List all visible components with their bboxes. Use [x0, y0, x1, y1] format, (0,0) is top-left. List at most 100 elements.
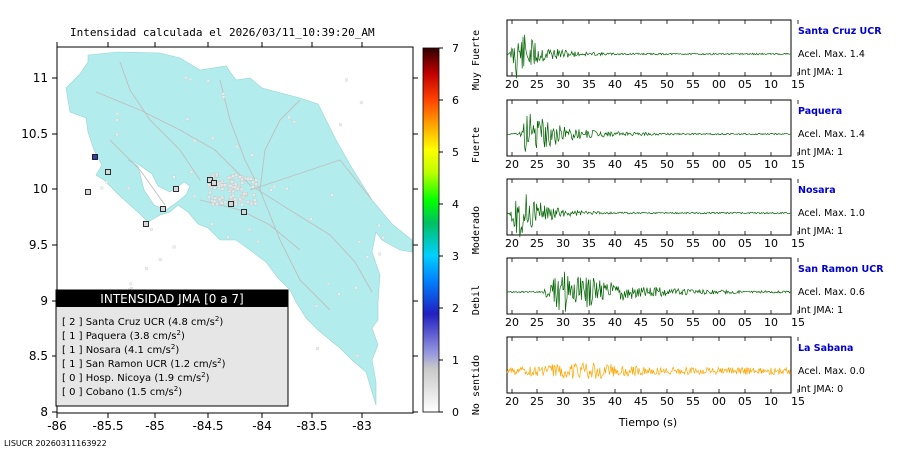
seismogram-tick-label: 30: [556, 158, 570, 171]
station-dot: [221, 92, 225, 96]
station-dot: [231, 174, 235, 178]
station-dot: [210, 222, 214, 226]
station-dot: [234, 173, 238, 177]
station-dot: [254, 178, 258, 182]
station-dot: [220, 187, 225, 191]
seismogram-trace: [506, 361, 791, 379]
seismogram-tick-label: 05: [738, 78, 752, 91]
station-dot: [193, 139, 197, 143]
jma-intensity: Int JMA: 0: [798, 384, 843, 395]
map-panel: Intensidad calculada el 2026/03/11_10:39…: [4, 26, 418, 448]
station-dot: [211, 136, 215, 140]
highlighted-station: [207, 177, 213, 183]
seismogram-tick-label: 40: [608, 395, 622, 408]
seismogram-tick-label: 15: [791, 316, 805, 329]
station-dot: [189, 170, 193, 174]
station-dot: [238, 197, 242, 202]
colorbar-label: Moderado: [471, 206, 482, 254]
seismogram-tick-label: 10: [764, 395, 778, 408]
seismogram-frame: [506, 19, 792, 77]
footer-id: LISUCR 20260311163922: [4, 439, 107, 448]
colorbar-gradient: [422, 47, 440, 413]
station-dot: [253, 201, 258, 206]
station-dot: [287, 116, 291, 119]
seismogram-tick-label: 45: [634, 237, 648, 250]
jma-intensity: Int JMA: 1: [798, 67, 843, 78]
seismogram-tick-label: 55: [686, 316, 700, 329]
legend-item: [ 2 ] Santa Cruz UCR (4.8 cm/s2): [62, 315, 223, 328]
seismogram-tick-label: 25: [530, 158, 544, 171]
seismogram-tick-label: 55: [686, 158, 700, 171]
seismogram-tick-label: 20: [505, 158, 519, 171]
highlighted-station: [105, 169, 111, 175]
legend-item: [ 0 ] Cobano (1.5 cm/s2): [62, 385, 182, 398]
station-name: Santa Cruz UCR: [798, 26, 882, 37]
station-dot: [220, 201, 224, 205]
station-dot: [115, 112, 119, 116]
map-frame: [56, 46, 414, 414]
seismogram-frame: [506, 336, 792, 394]
station-dot: [377, 224, 381, 227]
station-dot: [172, 175, 176, 179]
station-dot: [246, 200, 250, 204]
map-xtick-label: -83.5: [296, 419, 327, 433]
station-dot: [127, 186, 130, 190]
seismogram-tick-label: 50: [660, 237, 674, 250]
colorbar-tick-label: 3: [452, 250, 459, 263]
station-dot: [220, 179, 224, 184]
seismogram-tick-label: 05: [738, 158, 752, 171]
seismogram-tick-label: 45: [634, 395, 648, 408]
colorbar-tick-label: 5: [452, 146, 459, 159]
station-dot: [207, 183, 211, 187]
station-dot: [212, 199, 217, 204]
seismogram-trace: [506, 34, 791, 79]
seismogram-tick-label: 45: [634, 78, 648, 91]
map-xtick-label: -84: [252, 419, 272, 433]
station-dot: [235, 145, 239, 148]
seismogram-tick-label: 20: [505, 78, 519, 91]
station-dot: [238, 175, 242, 179]
seismogram-tick-label: 35: [582, 237, 596, 250]
seismogram-tick-label: 30: [556, 237, 570, 250]
colorbar: 0 1 2 3 4 5 6 7 No sentido Debil Moderado Fuerte Mu…: [422, 30, 482, 419]
map-ytick-label: 8: [40, 405, 48, 419]
station-dot: [248, 228, 251, 231]
seismogram-frame: [506, 99, 792, 157]
seismogram-tick-label: 45: [634, 158, 648, 171]
seismogram-tick-label: 15: [791, 78, 805, 91]
seismogram-tick-label: 10: [764, 158, 778, 171]
station-dot: [184, 76, 188, 80]
station-dot: [250, 153, 254, 157]
station-dot: [254, 182, 258, 186]
colorbar-tick-label: 0: [452, 406, 459, 419]
colorbar-tick-label: 2: [452, 302, 459, 315]
colorbar-label: No sentido: [471, 355, 482, 415]
station-name: La Sabana: [798, 343, 853, 354]
seismogram-tick-label: 25: [530, 395, 544, 408]
station-dot: [189, 78, 192, 81]
accel-max: Acel. Max. 1.4: [798, 49, 865, 60]
seismogram-tick-label: 50: [660, 158, 674, 171]
legend-header: [56, 290, 288, 307]
station-dot: [100, 186, 104, 190]
map-xtick-label: -85.5: [92, 419, 123, 433]
station-dot: [381, 236, 385, 240]
seismogram-tick-label: 40: [608, 78, 622, 91]
station-dot: [326, 282, 330, 285]
seismogram-tick-label: 00: [712, 78, 726, 91]
map-ytick-label: 10: [33, 182, 48, 196]
seismogram-tick-label: 15: [791, 237, 805, 250]
station-dot: [240, 177, 244, 181]
station-dot: [227, 176, 231, 180]
station-dot: [239, 187, 244, 192]
station-name: Paquera: [798, 106, 842, 117]
seismogram-tick-label: 40: [608, 316, 622, 329]
seismogram-tick-label: 30: [556, 395, 570, 408]
legend-item: [ 0 ] Hosp. Nicoya (1.9 cm/s2): [62, 371, 210, 384]
map-title: Intensidad calculada el 2026/03/11_10:39…: [70, 26, 375, 39]
station-dot: [233, 185, 237, 189]
seismogram-tick-label: 35: [582, 158, 596, 171]
station-dot: [240, 181, 244, 185]
legend-items: [ 2 ] Santa Cruz UCR (4.8 cm/s2)[ 1 ] Pa…: [62, 315, 226, 398]
